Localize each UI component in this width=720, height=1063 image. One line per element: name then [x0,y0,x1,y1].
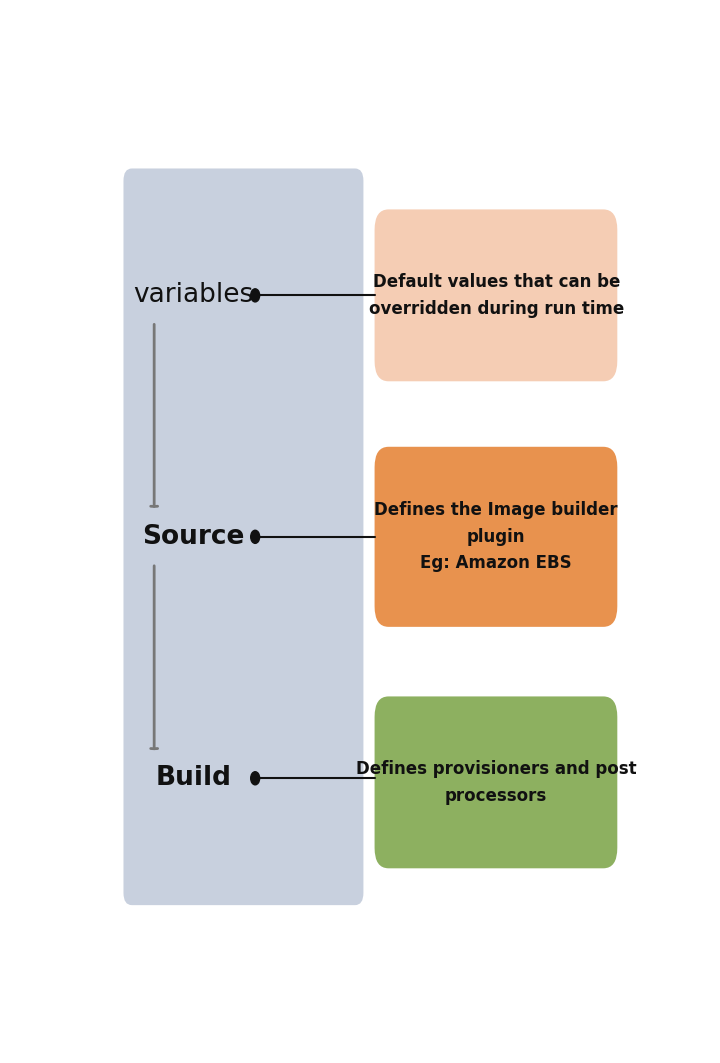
FancyBboxPatch shape [374,696,617,868]
FancyBboxPatch shape [374,209,617,382]
Circle shape [251,289,260,302]
Text: Defines provisioners and post
processors: Defines provisioners and post processors [356,760,636,805]
Text: variables: variables [133,283,253,308]
FancyBboxPatch shape [124,168,364,905]
Text: Build: Build [156,765,231,791]
FancyBboxPatch shape [374,446,617,627]
Circle shape [251,772,260,784]
Text: Default values that can be
overridden during run time: Default values that can be overridden du… [369,273,624,318]
Text: Source: Source [142,524,244,550]
Circle shape [251,530,260,543]
Text: Defines the Image builder
plugin
Eg: Amazon EBS: Defines the Image builder plugin Eg: Ama… [374,502,618,572]
